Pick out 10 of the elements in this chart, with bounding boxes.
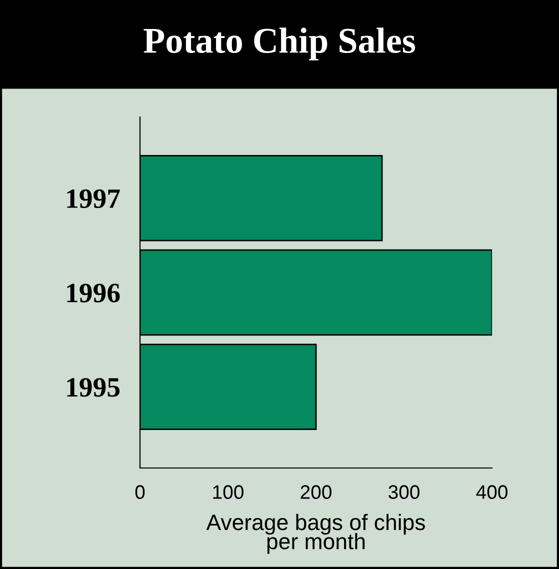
- chart-title: Potato Chip Sales: [144, 28, 416, 60]
- x-axis-title: Average bags of chips per month: [206, 514, 425, 554]
- x-tick-label: 100: [213, 485, 244, 499]
- y-tick-label: 1995: [67, 378, 120, 397]
- x-tick-label: 200: [300, 485, 332, 499]
- x-tick-label: 300: [388, 485, 420, 499]
- x-tick-label: 0: [135, 485, 145, 499]
- x-tick-label: 400: [476, 485, 508, 499]
- y-tick-label: 1996: [67, 284, 120, 302]
- y-tick-label: 1997: [67, 189, 120, 208]
